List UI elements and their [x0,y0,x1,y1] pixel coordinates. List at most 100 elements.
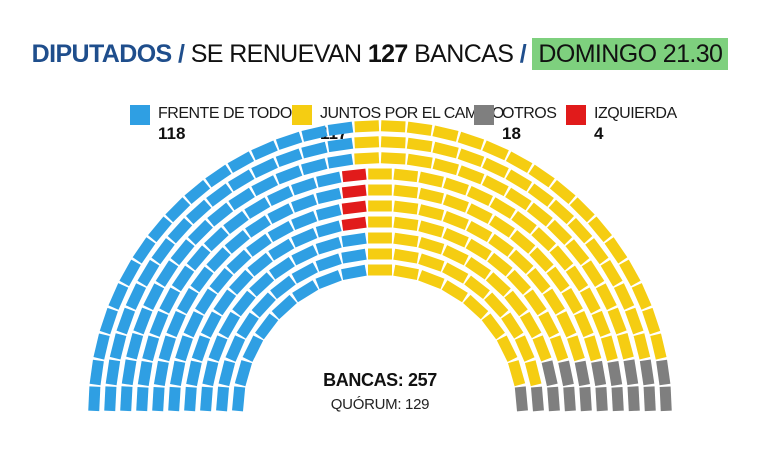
seat-juntos-por-el-cambio [489,215,515,238]
seat-juntos-por-el-cambio [549,245,574,271]
seat-frente-de-todos [232,386,246,412]
seat-juntos-por-el-cambio [457,148,485,168]
seat-frente-de-todos [226,249,252,274]
seat-frente-de-todos [227,169,255,192]
seat-juntos-por-el-cambio [569,197,595,223]
seat-juntos-por-el-cambio [619,259,641,287]
seat-juntos-por-el-cambio [642,307,661,335]
seat-juntos-por-el-cambio [418,236,445,255]
seat-frente-de-todos [170,360,186,387]
seat-frente-de-todos [247,252,273,277]
seat-juntos-por-el-cambio [393,216,419,231]
seat-frente-de-todos [119,259,141,287]
seat-juntos-por-el-cambio [510,230,536,254]
seat-juntos-por-el-cambio [418,187,444,205]
seat-frente-de-todos [109,333,127,360]
seat-frente-de-todos [202,360,219,387]
seat-juntos-por-el-cambio [532,335,552,362]
seat-juntos-por-el-cambio [481,313,505,340]
title-renew-unit: BANCAS [414,40,514,68]
seat-juntos-por-el-cambio [482,157,509,179]
seat-frente-de-todos [120,386,133,412]
seat-frente-de-todos [151,238,175,265]
seat-otros [547,386,560,412]
seat-juntos-por-el-cambio [496,335,518,362]
seat-frente-de-todos [177,288,199,314]
seat-juntos-por-el-cambio [523,289,547,316]
seat-juntos-por-el-cambio [464,275,490,300]
seat-juntos-por-el-cambio [443,177,469,196]
seat-frente-de-todos [168,386,181,412]
seat-otros [627,386,640,412]
legend-label: JUNTOS POR EL CAMBIO [320,105,504,122]
seat-frente-de-todos [246,233,272,257]
seat-juntos-por-el-cambio [501,312,524,339]
seat-frente-de-todos [105,359,121,386]
title-chamber: DIPUTADOS [31,40,173,68]
seat-frente-de-todos [291,245,318,266]
seat-juntos-por-el-cambio [354,136,380,149]
seat-otros [579,386,592,412]
seat-frente-de-todos [159,287,181,314]
seat-frente-de-todos [133,307,153,335]
seat-frente-de-todos [206,183,233,207]
seat-frente-de-todos [315,204,342,221]
seat-juntos-por-el-cambio [650,333,667,360]
seat-frente-de-todos [148,216,172,243]
legend-label: OTROS [502,105,557,122]
legend-label: IZQUIERDA [594,105,677,122]
seat-frente-de-todos [187,219,213,245]
seat-juntos-por-el-cambio [547,219,573,245]
seat-frente-de-todos [153,360,169,387]
seat-frente-de-todos [183,311,204,338]
seat-juntos-por-el-cambio [463,294,489,320]
seat-juntos-por-el-cambio [549,335,569,362]
seat-izquierda [341,184,367,199]
title-renew-number: 127 [367,40,409,68]
seat-frente-de-todos [200,386,213,412]
seat-frente-de-todos [108,283,129,310]
seat-juntos-por-el-cambio [368,232,392,244]
seat-frente-de-todos [270,275,296,300]
seat-frente-de-todos [267,220,294,243]
seat-juntos-por-el-cambio [561,288,583,314]
quorum-label: QUÓRUM: 129 [330,396,430,413]
seat-juntos-por-el-cambio [505,151,533,173]
seat-frente-de-todos [275,148,303,168]
seat-juntos-por-el-cambio [514,335,535,362]
seat-juntos-por-el-cambio [393,232,419,248]
seat-frente-de-todos [125,283,147,310]
seat-frente-de-todos [275,131,303,150]
seat-juntos-por-el-cambio [484,292,509,318]
seat-otros [574,360,590,387]
seat-juntos-por-el-cambio [508,360,526,387]
seat-juntos-por-el-cambio [607,307,627,335]
seat-juntos-por-el-cambio [631,283,652,310]
seat-otros [595,386,608,412]
seat-juntos-por-el-cambio [442,227,469,248]
seat-frente-de-todos [251,292,276,318]
seat-frente-de-todos [292,280,319,303]
seat-juntos-por-el-cambio [393,168,419,183]
seat-izquierda [341,168,367,183]
seat-frente-de-todos [268,238,295,261]
legend-swatch [474,105,494,125]
seat-frente-de-todos [275,165,303,185]
seat-frente-de-todos [93,333,110,360]
seat-juntos-por-el-cambio [591,310,611,337]
seat-izquierda [341,200,367,215]
seat-juntos-por-el-cambio [579,287,601,314]
seat-juntos-por-el-cambio [508,249,534,274]
seat-juntos-por-el-cambio [574,311,594,338]
seat-frente-de-todos [132,237,156,264]
seat-juntos-por-el-cambio [584,335,602,362]
seat-juntos-por-el-cambio [524,360,542,387]
seat-frente-de-todos [175,335,193,362]
seat-frente-de-todos [291,194,318,213]
legend-swatch [130,105,150,125]
seat-frente-de-todos [242,335,264,362]
seat-frente-de-todos [116,307,136,335]
seat-frente-de-todos [195,288,218,315]
seat-frente-de-todos [121,359,137,386]
